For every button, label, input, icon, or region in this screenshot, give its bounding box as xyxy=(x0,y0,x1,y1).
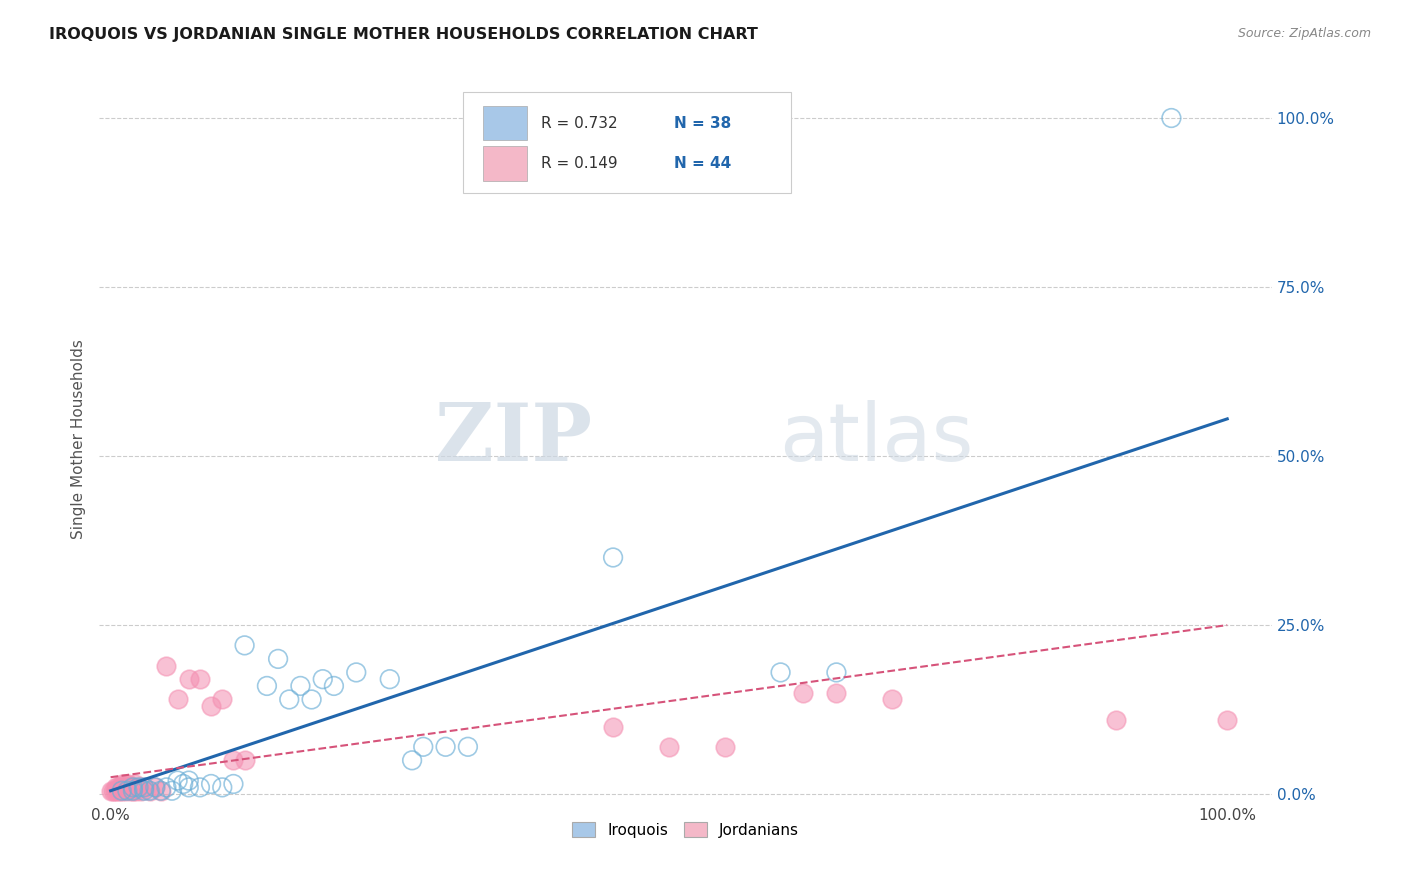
Point xyxy=(658,739,681,754)
Point xyxy=(117,780,139,795)
Point xyxy=(166,692,188,706)
Point xyxy=(132,783,155,797)
Point xyxy=(825,665,848,680)
Point xyxy=(121,780,143,795)
Point xyxy=(143,780,166,795)
Point xyxy=(143,780,166,795)
Point xyxy=(166,773,188,788)
Point xyxy=(155,780,177,795)
Y-axis label: Single Mother Households: Single Mother Households xyxy=(72,339,86,539)
Point xyxy=(713,739,735,754)
Text: IROQUOIS VS JORDANIAN SINGLE MOTHER HOUSEHOLDS CORRELATION CHART: IROQUOIS VS JORDANIAN SINGLE MOTHER HOUS… xyxy=(49,27,758,42)
Point xyxy=(160,783,183,797)
Point xyxy=(825,686,848,700)
Point xyxy=(149,783,172,797)
Point xyxy=(115,783,138,797)
Point xyxy=(278,692,301,706)
Point xyxy=(138,783,160,797)
Point xyxy=(378,672,401,686)
Point xyxy=(100,783,122,797)
Point xyxy=(105,783,128,797)
Point xyxy=(301,692,323,706)
Point xyxy=(177,773,200,788)
Point xyxy=(412,739,434,754)
Point xyxy=(114,777,136,791)
Point xyxy=(457,739,479,754)
Point xyxy=(188,780,211,795)
Point xyxy=(602,550,624,565)
Point xyxy=(602,719,624,733)
Point xyxy=(124,777,146,791)
Point xyxy=(323,679,346,693)
Text: R = 0.732: R = 0.732 xyxy=(541,116,619,130)
Point xyxy=(107,780,129,795)
Point xyxy=(110,780,132,795)
Point xyxy=(104,783,127,797)
Point xyxy=(105,780,128,795)
Point xyxy=(211,692,233,706)
Point xyxy=(233,639,256,653)
Point xyxy=(222,753,245,767)
Point xyxy=(132,780,155,795)
Text: ZIP: ZIP xyxy=(434,401,592,478)
Point xyxy=(128,780,150,795)
Point xyxy=(120,783,142,797)
Text: Source: ZipAtlas.com: Source: ZipAtlas.com xyxy=(1237,27,1371,40)
Text: N = 44: N = 44 xyxy=(673,156,731,171)
Text: R = 0.149: R = 0.149 xyxy=(541,156,619,171)
Point xyxy=(125,783,148,797)
Point xyxy=(117,783,139,797)
Point xyxy=(177,672,200,686)
Point xyxy=(122,780,145,795)
Text: N = 38: N = 38 xyxy=(673,116,731,130)
Point xyxy=(117,777,139,791)
Point xyxy=(101,783,124,797)
Point xyxy=(172,777,194,791)
Point xyxy=(111,777,134,791)
Point xyxy=(1216,713,1239,727)
Point xyxy=(769,665,792,680)
Point xyxy=(128,780,150,795)
Point xyxy=(188,672,211,686)
Point xyxy=(122,783,145,797)
Point xyxy=(290,679,312,693)
FancyBboxPatch shape xyxy=(482,146,527,181)
Point xyxy=(200,699,222,714)
Point xyxy=(401,753,423,767)
Point xyxy=(132,780,155,795)
Point xyxy=(1160,111,1182,125)
Point xyxy=(211,780,233,795)
Point xyxy=(112,780,135,795)
Point xyxy=(233,753,256,767)
Point xyxy=(122,783,145,797)
FancyBboxPatch shape xyxy=(482,105,527,140)
Point xyxy=(792,686,814,700)
Point xyxy=(149,783,172,797)
Point xyxy=(111,783,134,797)
Point xyxy=(118,780,141,795)
Point xyxy=(122,780,145,795)
Point xyxy=(111,783,134,797)
Point xyxy=(177,780,200,795)
Legend: Iroquois, Jordanians: Iroquois, Jordanians xyxy=(567,815,806,844)
Point xyxy=(312,672,335,686)
FancyBboxPatch shape xyxy=(463,92,792,194)
Point xyxy=(129,783,152,797)
Point xyxy=(256,679,278,693)
Point xyxy=(138,783,160,797)
Point xyxy=(200,777,222,791)
Point xyxy=(222,777,245,791)
Point xyxy=(267,652,290,666)
Text: atlas: atlas xyxy=(779,401,974,478)
Point xyxy=(344,665,367,680)
Point xyxy=(155,658,177,673)
Point xyxy=(882,692,904,706)
Point xyxy=(434,739,457,754)
Point xyxy=(108,783,131,797)
Point xyxy=(1104,713,1126,727)
